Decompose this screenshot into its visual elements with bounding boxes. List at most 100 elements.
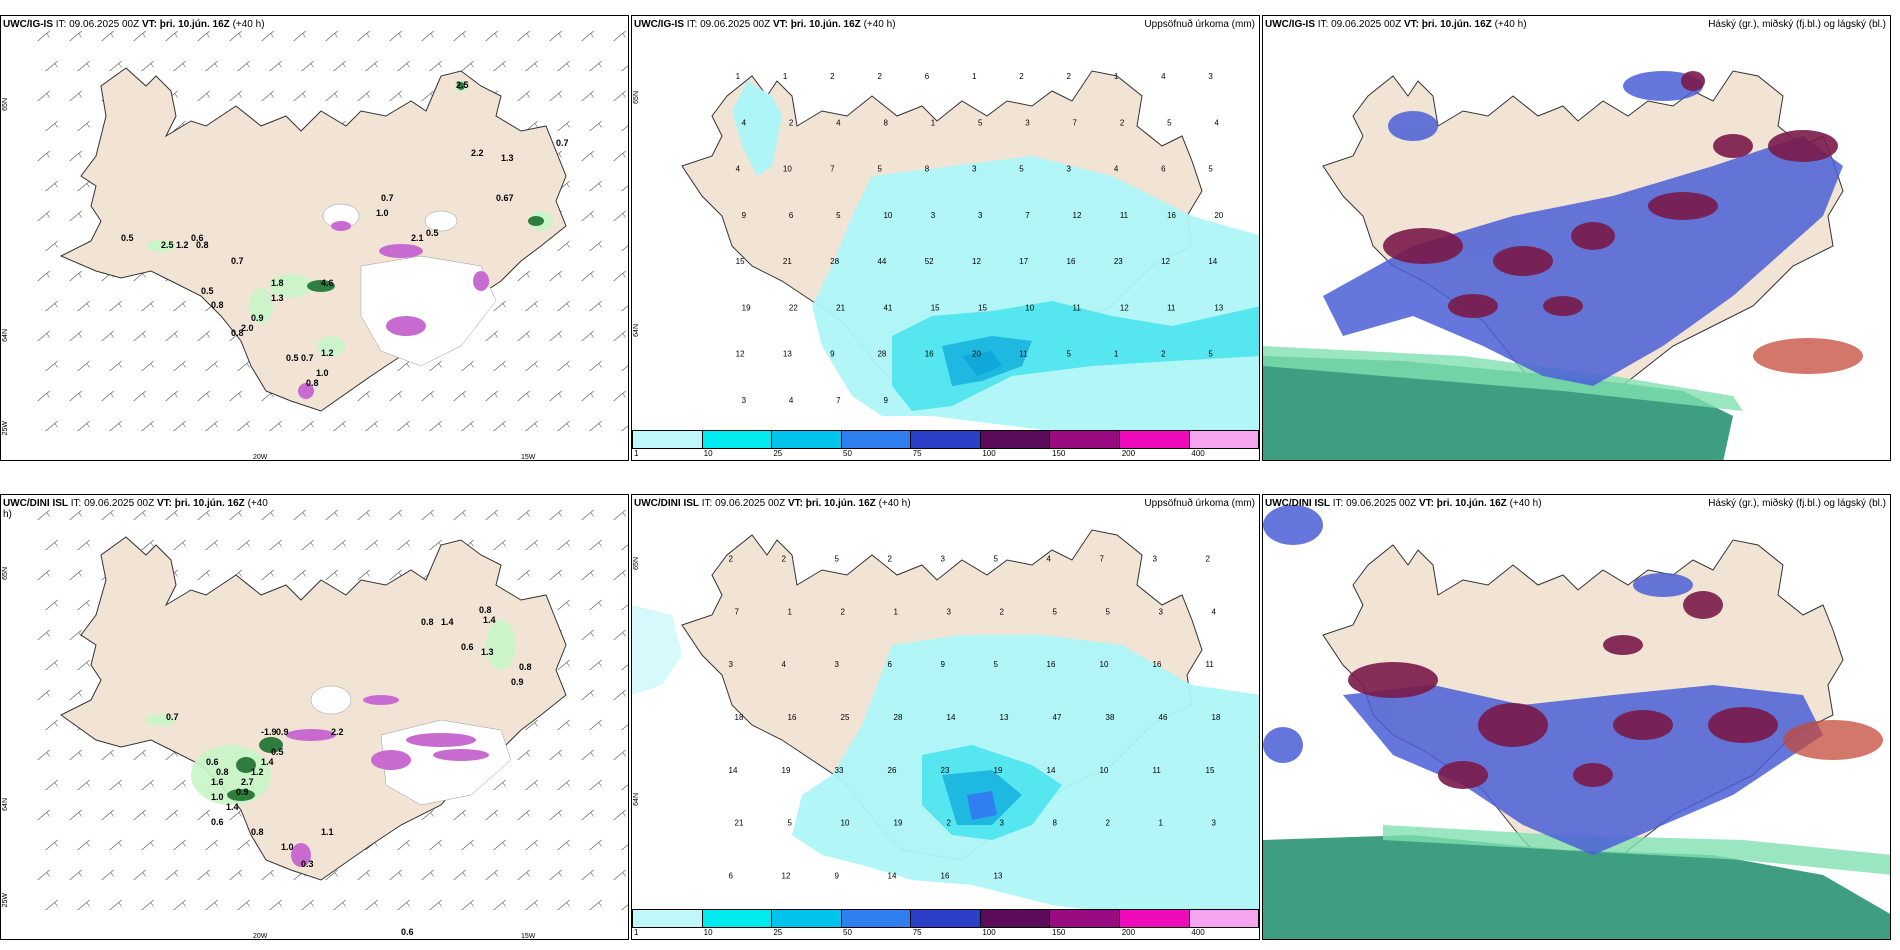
lat-label: 65N — [633, 91, 640, 104]
value-label: 0.5 — [121, 233, 134, 243]
wind-barb — [293, 569, 306, 581]
precip-map: 1 1 2 2 6 1 2 2 1 4 34 2 4 8 1 5 3 7 2 5 44 10 7 5 8 3 5 3 4 6 59 6 5 10 3… — [681, 70, 1259, 436]
colorbar-swatch — [840, 431, 911, 448]
wind-barb — [229, 809, 242, 821]
value-label: 11 — [1073, 303, 1082, 312]
value-label: 1.4 — [226, 802, 239, 812]
value-label: 1.0 — [376, 208, 389, 218]
value-label: 8 — [883, 118, 888, 127]
wind-barb — [549, 30, 562, 42]
panel-wind-igis: UWC/IG-IS IT: 09.06.2025 00Z VT: þri. 10… — [0, 15, 629, 461]
wind-barb — [261, 90, 274, 102]
colorbar-swatch — [632, 431, 702, 448]
lat-label: 65N — [2, 98, 9, 111]
value-label: 1 — [1114, 350, 1119, 359]
value-label: 6 — [729, 872, 734, 881]
value-label: 5 — [877, 165, 882, 174]
wind-barb — [173, 839, 186, 851]
wind-barb — [269, 60, 282, 72]
colorbar-tick-label: 100 — [982, 449, 996, 458]
wind-barb — [589, 779, 602, 791]
value-label: 9 — [941, 660, 946, 669]
value-label: 5 — [1067, 350, 1072, 359]
wind-barb — [557, 360, 570, 372]
cloud-map — [1263, 70, 1863, 460]
wind-barb — [621, 365, 628, 372]
value-label: 1 — [972, 72, 977, 81]
wind-barb — [621, 784, 628, 791]
wind-barb — [589, 240, 602, 252]
value-label: 12 — [782, 872, 791, 881]
value-label: 9 — [742, 211, 747, 220]
wind-barb — [365, 60, 378, 72]
value-label: 7 — [836, 396, 841, 405]
value-label: 3 — [972, 165, 977, 174]
wind-barb — [557, 240, 570, 252]
panel-title: UWC/DINI ISL IT: 09.06.2025 00Z VT: þri.… — [3, 498, 268, 520]
wind-barb — [581, 150, 594, 162]
wind-barb — [525, 539, 538, 551]
wind-barb — [165, 390, 178, 402]
wind-barb — [557, 839, 570, 851]
value-label: 4 — [1047, 554, 1052, 563]
colorbar-swatch — [1188, 910, 1259, 927]
value-label: 44 — [877, 257, 886, 266]
wind-barb — [133, 390, 146, 402]
wind-barb — [581, 390, 594, 402]
value-label: 10 — [841, 819, 850, 828]
wind-barb — [517, 330, 530, 342]
value-label: 14 — [1047, 766, 1056, 775]
wind-barb — [557, 779, 570, 791]
wind-barb — [589, 420, 602, 432]
wind-barb — [77, 180, 90, 192]
value-label: 2 — [830, 72, 835, 81]
colorbar-swatch — [701, 431, 772, 448]
wind-barb — [525, 839, 538, 851]
value-label: 4 — [789, 396, 794, 405]
value-label: 0.5 — [201, 286, 214, 296]
value-label: 1.3 — [481, 647, 494, 657]
wind-map: 0.81.40.8 1.40.6 1.30.80.7-1.9 0.9 2.20.51.4… — [37, 509, 628, 937]
wind-barb — [493, 60, 506, 72]
wind-barb — [37, 390, 50, 402]
wind-barb — [77, 360, 90, 372]
wind-barb — [613, 569, 626, 581]
wind-barb — [485, 30, 498, 42]
value-label: 19 — [742, 303, 751, 312]
value-label: 14 — [888, 872, 897, 881]
wind-barb — [621, 65, 628, 72]
value-label: 11 — [1167, 303, 1176, 312]
wind-barb — [101, 869, 114, 881]
wind-barb — [461, 420, 474, 432]
panel-precip-dini: UWC/DINI ISL IT: 09.06.2025 00Z VT: þri.… — [631, 494, 1260, 940]
wind-barb — [37, 869, 50, 881]
value-label: 1 — [1159, 819, 1164, 828]
wind-barb — [333, 899, 346, 911]
value-label: 0.7 — [231, 256, 244, 266]
wind-barb — [77, 120, 90, 132]
wind-barb — [69, 30, 82, 42]
wind-barb — [397, 899, 410, 911]
value-label: 1.4 — [261, 757, 274, 767]
value-label: 2 — [1106, 819, 1111, 828]
value-label: 8 — [1053, 819, 1058, 828]
wind-barb — [269, 539, 282, 551]
wind-barb — [205, 539, 218, 551]
wind-barb — [581, 629, 594, 641]
colorbar-swatch — [1049, 431, 1119, 448]
wind-barb — [293, 90, 306, 102]
wind-barb — [45, 300, 58, 312]
value-label: 1 — [931, 118, 936, 127]
value-label: 16 — [788, 713, 797, 722]
wind-barb — [45, 240, 58, 252]
value-label: 0.9 — [251, 313, 264, 323]
wind-barb — [357, 90, 370, 102]
wind-barb — [197, 390, 210, 402]
wind-barb — [613, 629, 626, 641]
wind-barb — [229, 390, 242, 402]
wind-barb — [493, 779, 506, 791]
wind-barb — [589, 539, 602, 551]
value-label: 3 — [835, 660, 840, 669]
wind-barb — [237, 539, 250, 551]
wind-barb — [589, 839, 602, 851]
